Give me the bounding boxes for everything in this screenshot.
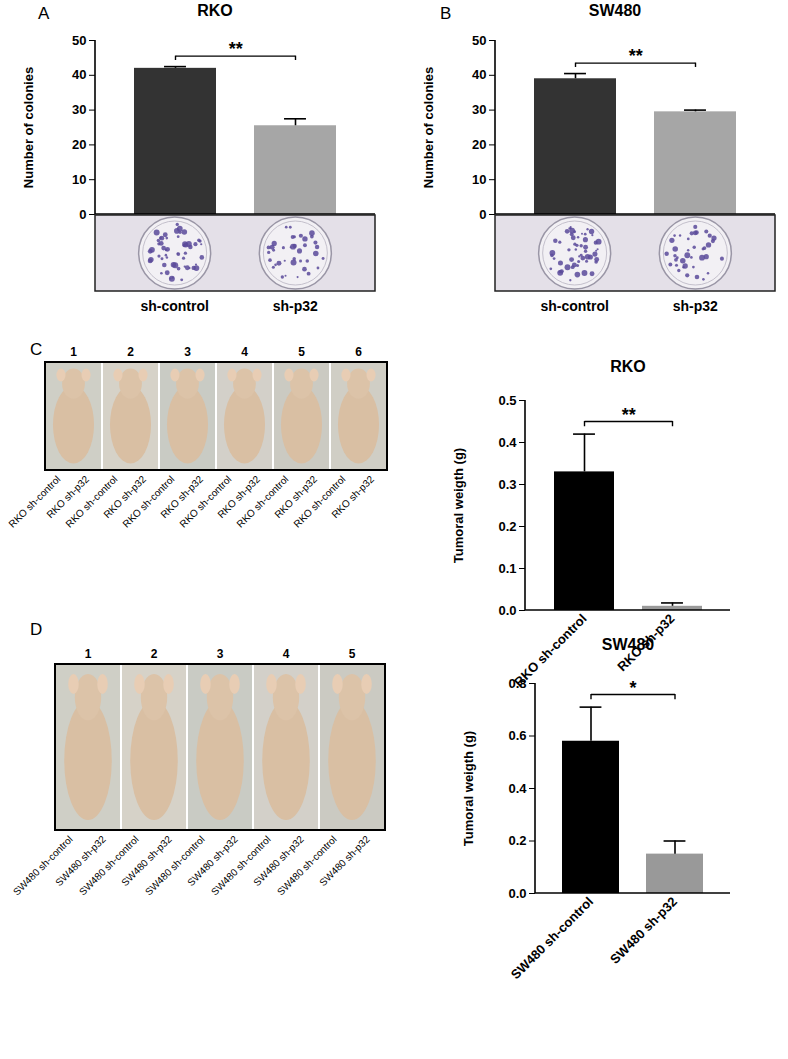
svg-text:sh-p32: sh-p32: [273, 298, 318, 314]
svg-text:10: 10: [472, 172, 486, 187]
svg-text:4: 4: [241, 345, 248, 359]
svg-text:Number of colonies: Number of colonies: [21, 67, 36, 188]
svg-text:40: 40: [472, 67, 486, 82]
svg-text:0.4: 0.4: [508, 781, 527, 796]
svg-text:**: **: [629, 46, 643, 66]
svg-text:sh-control: sh-control: [540, 298, 608, 314]
svg-text:0.0: 0.0: [498, 603, 516, 618]
svg-text:20: 20: [72, 137, 86, 152]
svg-text:50: 50: [472, 33, 486, 48]
svg-text:30: 30: [472, 102, 486, 117]
svg-text:Number of colonies: Number of colonies: [421, 67, 436, 188]
svg-text:3: 3: [217, 647, 224, 661]
svg-text:0.4: 0.4: [498, 435, 517, 450]
svg-text:1: 1: [85, 647, 92, 661]
svg-text:50: 50: [72, 33, 86, 48]
svg-text:sh-p32: sh-p32: [673, 298, 718, 314]
svg-text:1: 1: [70, 345, 77, 359]
svg-text:SW480 sh-control: SW480 sh-control: [209, 834, 273, 898]
svg-text:0.0: 0.0: [508, 886, 526, 901]
svg-text:5: 5: [349, 647, 356, 661]
svg-text:0: 0: [479, 207, 486, 222]
svg-text:0.6: 0.6: [508, 728, 526, 743]
svg-text:**: **: [622, 405, 636, 425]
svg-text:2: 2: [151, 647, 158, 661]
svg-text:0.5: 0.5: [498, 393, 516, 408]
svg-text:0: 0: [79, 207, 86, 222]
svg-text:SW480 sh-p32: SW480 sh-p32: [317, 833, 372, 888]
svg-text:6: 6: [355, 345, 362, 359]
svg-text:10: 10: [72, 172, 86, 187]
svg-text:5: 5: [298, 345, 305, 359]
svg-text:Tumoral weigth (g): Tumoral weigth (g): [451, 448, 466, 563]
svg-text:SW480 sh-p32: SW480 sh-p32: [607, 894, 680, 967]
svg-text:40: 40: [72, 67, 86, 82]
svg-text:Tumoral weigth (g): Tumoral weigth (g): [461, 731, 476, 846]
svg-text:SW480 sh-control: SW480 sh-control: [508, 894, 596, 982]
svg-text:0.1: 0.1: [498, 561, 516, 576]
svg-text:SW480 sh-control: SW480 sh-control: [275, 834, 339, 898]
svg-text:RKO sh-p32: RKO sh-p32: [329, 473, 376, 520]
svg-text:SW480 sh-control: SW480 sh-control: [77, 834, 141, 898]
svg-text:2: 2: [127, 345, 134, 359]
svg-text:3: 3: [184, 345, 191, 359]
svg-text:SW480 sh-control: SW480 sh-control: [11, 834, 75, 898]
svg-text:0.8: 0.8: [508, 676, 526, 691]
svg-text:30: 30: [72, 102, 86, 117]
svg-text:sh-control: sh-control: [140, 298, 208, 314]
svg-text:SW480 sh-control: SW480 sh-control: [143, 834, 207, 898]
svg-text:0.3: 0.3: [498, 477, 516, 492]
svg-text:**: **: [229, 39, 243, 59]
svg-text:4: 4: [283, 647, 290, 661]
svg-text:0.2: 0.2: [508, 833, 526, 848]
svg-text:0.2: 0.2: [498, 519, 516, 534]
svg-text:20: 20: [472, 137, 486, 152]
svg-text:*: *: [630, 678, 637, 698]
